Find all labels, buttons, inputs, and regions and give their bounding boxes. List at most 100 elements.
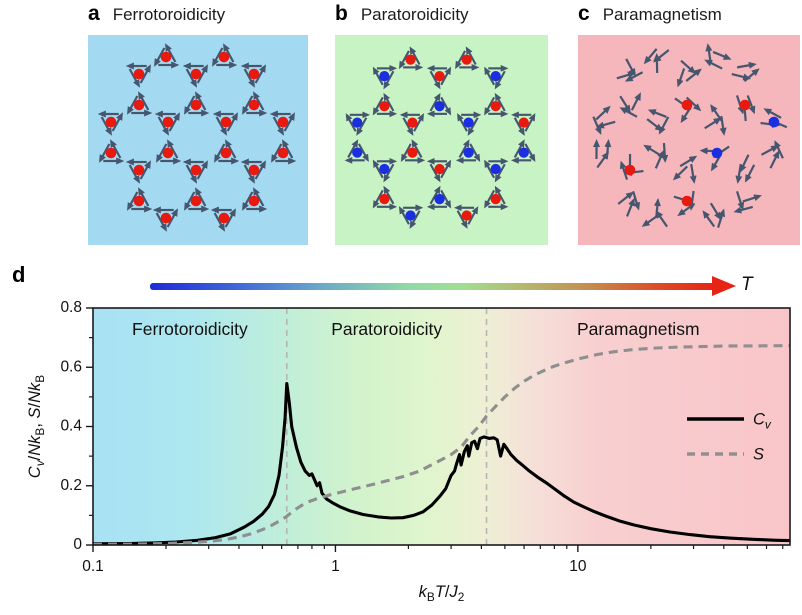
toroidal-moment-red-dot bbox=[518, 117, 529, 128]
spin-vortex bbox=[735, 95, 756, 122]
toroidal-moment-red-dot bbox=[434, 163, 445, 175]
spin-vortex bbox=[240, 62, 266, 88]
spin-vortex bbox=[184, 187, 210, 213]
spin-vortex bbox=[484, 157, 509, 183]
panel-d-letter: d bbox=[12, 262, 26, 287]
toroidal-moment-blue-dot bbox=[490, 70, 501, 82]
toroidal-moment-red-dot bbox=[190, 68, 202, 80]
spin-vortex bbox=[673, 190, 696, 217]
region-label-ferrotoroidicity: Ferrotoroidicity bbox=[132, 319, 248, 339]
spin-vortex bbox=[99, 139, 125, 165]
toroidal-moment-red-dot bbox=[248, 164, 260, 176]
spin-vortex bbox=[672, 155, 698, 184]
spin-vortex bbox=[455, 139, 481, 164]
spin-vortex bbox=[398, 46, 424, 71]
spin-vortex bbox=[593, 139, 612, 169]
x-tick-label: 10 bbox=[569, 558, 587, 575]
spin-vortex bbox=[182, 158, 208, 184]
toroidal-moment-red-dot bbox=[277, 147, 289, 159]
spin-vortex bbox=[210, 206, 236, 232]
toroidal-moment-red-dot bbox=[405, 54, 416, 65]
temperature-gradient-band bbox=[150, 283, 715, 290]
panel-b: b Paratoroidicity bbox=[335, 0, 548, 250]
spin-vortex bbox=[511, 111, 536, 136]
toroidal-moment-red-dot bbox=[379, 193, 390, 205]
s-curve bbox=[93, 344, 790, 545]
spin-vortex bbox=[704, 43, 732, 70]
toroidal-moment-red-dot bbox=[407, 147, 418, 158]
toroidal-moment-blue-dot bbox=[379, 163, 390, 175]
spin-vortex bbox=[154, 110, 180, 136]
spin-vortex bbox=[619, 153, 644, 180]
toroidal-moment-red-dot bbox=[277, 116, 289, 128]
spin-vortex bbox=[760, 140, 784, 169]
panel-a-title: Ferrotoroidicity bbox=[112, 5, 226, 24]
spin-vortex bbox=[125, 62, 151, 88]
spin-vortex bbox=[674, 96, 702, 124]
panel-b-title: Paratoroidicity bbox=[360, 5, 469, 24]
toroidal-moment-red-dot bbox=[133, 164, 145, 176]
panel-b-letter: b bbox=[335, 2, 348, 25]
toroidal-moment-blue-dot bbox=[434, 193, 445, 205]
toroidal-moment-red-dot bbox=[248, 68, 260, 80]
spin-vortex bbox=[242, 187, 268, 213]
toroidal-moment-red-dot bbox=[160, 51, 172, 63]
toroidal-moment-blue-dot bbox=[405, 210, 416, 221]
thermodynamics-plot: Ferrotoroidicity Paratoroidicity Paramagne… bbox=[26, 299, 791, 604]
legend: Cv S bbox=[687, 411, 772, 464]
spin-vortex bbox=[127, 91, 153, 117]
spin-vortex bbox=[426, 92, 452, 118]
toroidal-moment-blue-dot bbox=[768, 116, 780, 128]
spin-vortex bbox=[127, 187, 153, 213]
x-tick-label: 0.1 bbox=[82, 558, 104, 575]
spin-vortex bbox=[152, 206, 178, 232]
paramagnetism-lattice bbox=[578, 35, 800, 245]
toroidal-moment-red-dot bbox=[218, 212, 230, 224]
panel-c-letter: c bbox=[578, 2, 590, 25]
toroidal-moment-red-dot bbox=[461, 210, 472, 221]
toroidal-moment-red-dot bbox=[160, 212, 172, 224]
spin-vortex bbox=[212, 43, 238, 69]
spin-vortex bbox=[242, 91, 268, 117]
cv-curve bbox=[93, 381, 790, 545]
toroidal-moment-red-dot bbox=[434, 70, 445, 82]
toroidal-moment-red-dot bbox=[190, 195, 202, 207]
spin-vortex bbox=[735, 154, 756, 184]
spin-vortex bbox=[372, 64, 398, 90]
spin-vortex bbox=[271, 139, 297, 165]
spin-vortex bbox=[426, 64, 452, 90]
spin-vortex bbox=[511, 139, 536, 164]
toroidal-moment-red-dot bbox=[220, 116, 232, 128]
spin-vortex bbox=[154, 43, 180, 69]
toroidal-moment-red-dot bbox=[190, 164, 202, 176]
toroidal-moment-blue-dot bbox=[434, 100, 445, 112]
toroidal-moment-blue-dot bbox=[379, 70, 390, 82]
spin-vortex bbox=[372, 157, 398, 183]
x-axis-label: kBT/J2 bbox=[419, 583, 465, 604]
toroidal-moment-red-dot bbox=[248, 195, 260, 207]
spin-vortex bbox=[619, 92, 641, 118]
toroidal-moment-blue-dot bbox=[490, 163, 501, 175]
toroidal-moment-red-dot bbox=[681, 195, 693, 207]
spin-vortex bbox=[704, 104, 727, 136]
toroidal-moment-red-dot bbox=[105, 116, 117, 128]
x-tick-label: 1 bbox=[331, 558, 340, 575]
panel-a-header: a Ferrotoroidicity bbox=[88, 2, 308, 30]
toroidal-moment-red-dot bbox=[461, 54, 472, 65]
spin-vortex bbox=[182, 62, 208, 88]
spin-vortex bbox=[484, 92, 509, 118]
toroidal-moment-red-dot bbox=[490, 193, 501, 205]
spin-vortex bbox=[760, 108, 788, 129]
y-tick-label: 0.6 bbox=[60, 358, 82, 375]
toroidal-moment-red-dot bbox=[218, 51, 230, 63]
spin-vortex bbox=[641, 198, 668, 228]
spin-vortex bbox=[214, 139, 240, 165]
toroidal-moment-blue-dot bbox=[352, 117, 363, 128]
spin-vortex bbox=[484, 64, 509, 90]
toroidal-moment-red-dot bbox=[133, 195, 145, 207]
toroidal-moment-blue-dot bbox=[518, 147, 529, 158]
toroidal-moment-red-dot bbox=[739, 99, 751, 111]
spin-vortex bbox=[372, 92, 398, 118]
toroidal-moment-red-dot bbox=[220, 147, 232, 159]
spin-vortex bbox=[426, 157, 452, 183]
